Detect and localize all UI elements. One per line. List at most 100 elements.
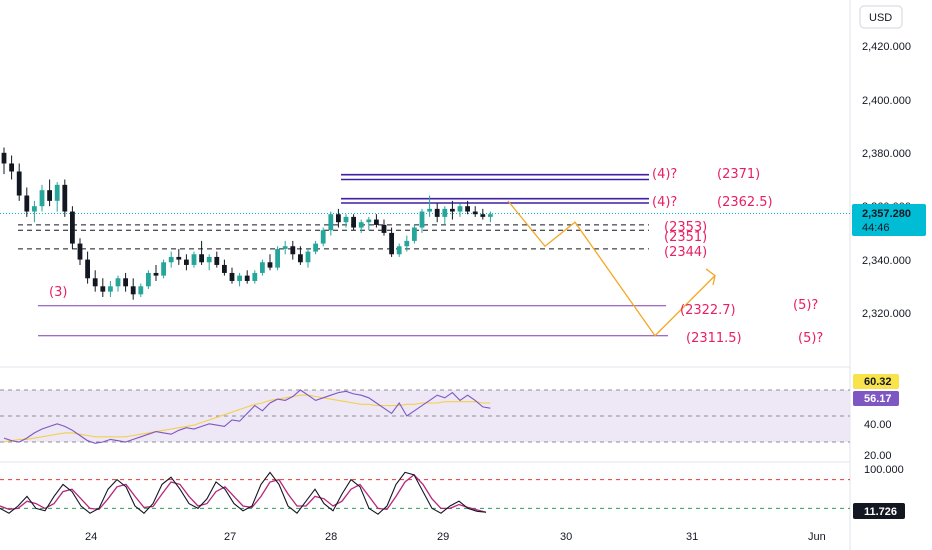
candle-body <box>328 214 334 231</box>
candle-body <box>442 208 448 217</box>
rsi-value-badge <box>853 391 899 406</box>
projection-path <box>507 200 716 337</box>
projection-arrowhead <box>705 268 716 286</box>
rsi-tick: 40.00 <box>864 419 892 431</box>
candle-body <box>47 190 52 201</box>
candle-body <box>191 254 197 265</box>
candle-body <box>39 190 45 207</box>
wave-5b-label: (5)? <box>798 331 823 346</box>
stoch-k-line <box>0 471 487 515</box>
candlestick-series <box>1 147 493 300</box>
candle-body <box>184 259 189 265</box>
current-price-badge <box>852 204 926 236</box>
candle-body <box>54 184 60 201</box>
candle-body <box>146 272 151 287</box>
candle-body <box>77 243 83 260</box>
candle-body <box>275 248 280 268</box>
candle-body <box>16 171 22 196</box>
wave-3-label: (3) <box>49 285 67 300</box>
candle-body <box>305 251 311 263</box>
candle-body <box>450 208 455 212</box>
candle-body <box>427 208 432 212</box>
price-tick: 2,420.000 <box>862 41 911 53</box>
price-tick: 2,380.000 <box>862 148 911 160</box>
candle-body <box>153 272 159 276</box>
candle-body <box>298 254 303 263</box>
candle-body <box>1 152 7 164</box>
rsi-panel <box>0 389 850 444</box>
candle-body <box>457 206 463 212</box>
candle-body <box>260 262 265 273</box>
candle-body <box>480 214 486 217</box>
stochastic-panel <box>0 471 850 515</box>
candle-body <box>351 216 356 228</box>
level-lines <box>0 173 850 337</box>
candle-body <box>100 286 106 292</box>
candle-body <box>123 278 128 287</box>
rsi-line <box>3 389 491 444</box>
level-2351-label: (2351) <box>664 230 707 245</box>
candle-body <box>199 254 204 263</box>
candle-body <box>138 286 144 295</box>
currency-label: USD <box>869 12 892 24</box>
candle-body <box>358 222 364 228</box>
candle-body <box>320 230 326 244</box>
candle-body <box>130 286 136 295</box>
time-axis[interactable]: 24 27 28 29 30 31 Jun <box>85 531 826 543</box>
candle-body <box>161 262 166 276</box>
candle-body <box>419 211 425 228</box>
stoch-value: 11.726 <box>864 506 897 518</box>
candle-body <box>267 262 273 268</box>
time-label: 31 <box>686 531 698 543</box>
candle-body <box>336 214 341 223</box>
candle-body <box>472 211 478 215</box>
currency-box[interactable] <box>859 5 903 29</box>
price-scale[interactable]: USD 2,420.000 2,400.000 2,380.000 2,360.… <box>852 5 926 519</box>
candle-body <box>62 184 68 212</box>
candle-body <box>313 243 318 252</box>
candle-body <box>222 264 227 273</box>
level-2311-label: (2311.5) <box>686 331 742 346</box>
candle-body <box>237 275 242 281</box>
time-label: 24 <box>85 531 97 543</box>
candle-body <box>92 278 98 287</box>
stoch-value-badge <box>853 503 905 519</box>
candle-body <box>389 232 394 255</box>
candle-body <box>32 206 37 212</box>
candle-body <box>396 246 402 255</box>
candle-body <box>214 256 220 265</box>
candle-body <box>24 195 30 212</box>
level-2362-label: (2362.5) <box>717 195 773 210</box>
candle-body <box>290 246 296 255</box>
time-label: Jun <box>808 531 826 543</box>
candle-body <box>404 240 410 247</box>
level-2344-label: (2344) <box>664 245 707 260</box>
level-2322-label: (2322.7) <box>680 303 736 318</box>
candle-body <box>412 227 417 241</box>
candle-body <box>434 208 440 217</box>
candle-body <box>374 219 379 225</box>
price-tick: 2,320.000 <box>862 308 911 320</box>
candle-countdown: 44:46 <box>862 222 890 234</box>
price-tick: 2,400.000 <box>862 95 911 107</box>
rsi-ma-badge <box>853 374 899 389</box>
level-2353-label: (2353) <box>664 220 707 235</box>
candle-body <box>176 256 182 260</box>
rsi-tick: 20.00 <box>864 450 892 462</box>
candle-body <box>108 286 113 292</box>
wave-projection-path <box>507 200 716 337</box>
wave-4a-label: (4)? <box>652 167 677 182</box>
wave-4b-label: (4)? <box>652 195 677 210</box>
candle-body <box>282 246 288 249</box>
candle-body <box>168 256 174 263</box>
rsi-value: 56.17 <box>864 393 892 405</box>
candle-body <box>465 206 470 212</box>
price-tick: 2,340.000 <box>862 255 911 267</box>
candle-body <box>85 259 90 279</box>
candle-body <box>381 224 387 233</box>
time-label: 30 <box>560 531 572 543</box>
candle-body <box>488 214 493 217</box>
stoch-d-line <box>0 473 487 513</box>
stoch-tick: 100.000 <box>864 464 904 476</box>
